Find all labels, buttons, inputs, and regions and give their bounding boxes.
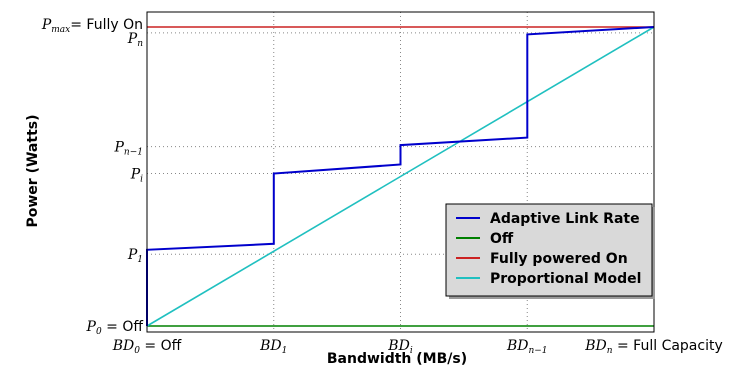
legend-entry: Fully powered On xyxy=(490,251,628,267)
y-tick-label: Pn xyxy=(127,31,143,49)
x-tick-label: BDi xyxy=(387,338,413,356)
y-tick-label: P0 = Off xyxy=(86,319,144,337)
legend-entry: Proportional Model xyxy=(490,271,641,287)
plot-frame xyxy=(146,11,655,333)
x-tick-label: BDn−1 xyxy=(506,338,548,356)
y-tick-label: Pn−1 xyxy=(114,140,144,158)
x-tick-labels: BD0 = Off BD1 BDi BDn−1 BDn = Full Capacity xyxy=(112,338,723,356)
x-axis-label: Bandwidth (MB/s) xyxy=(327,351,467,367)
y-tick-label: Pmax= Fully On xyxy=(41,17,143,35)
y-tick-label: P1 xyxy=(127,247,143,265)
legend-box xyxy=(445,203,653,297)
y-axis-label: Power (Watts) xyxy=(25,115,41,228)
x-tick-label: BD0 = Off xyxy=(112,338,182,356)
legend: Adaptive Link Rate Off Fully powered On Pro… xyxy=(445,203,655,299)
series-line-adaptive-link-rate xyxy=(146,26,655,326)
series-layer xyxy=(146,26,655,327)
x-tick-label: BDn = Full Capacity xyxy=(584,338,723,356)
y-tick-label: Pi xyxy=(130,166,143,184)
x-tick-label: BD1 xyxy=(259,338,287,356)
series-line-proportional-model xyxy=(146,26,655,327)
legend-entry: Off xyxy=(490,231,514,247)
legend-entry: Adaptive Link Rate xyxy=(490,211,640,227)
